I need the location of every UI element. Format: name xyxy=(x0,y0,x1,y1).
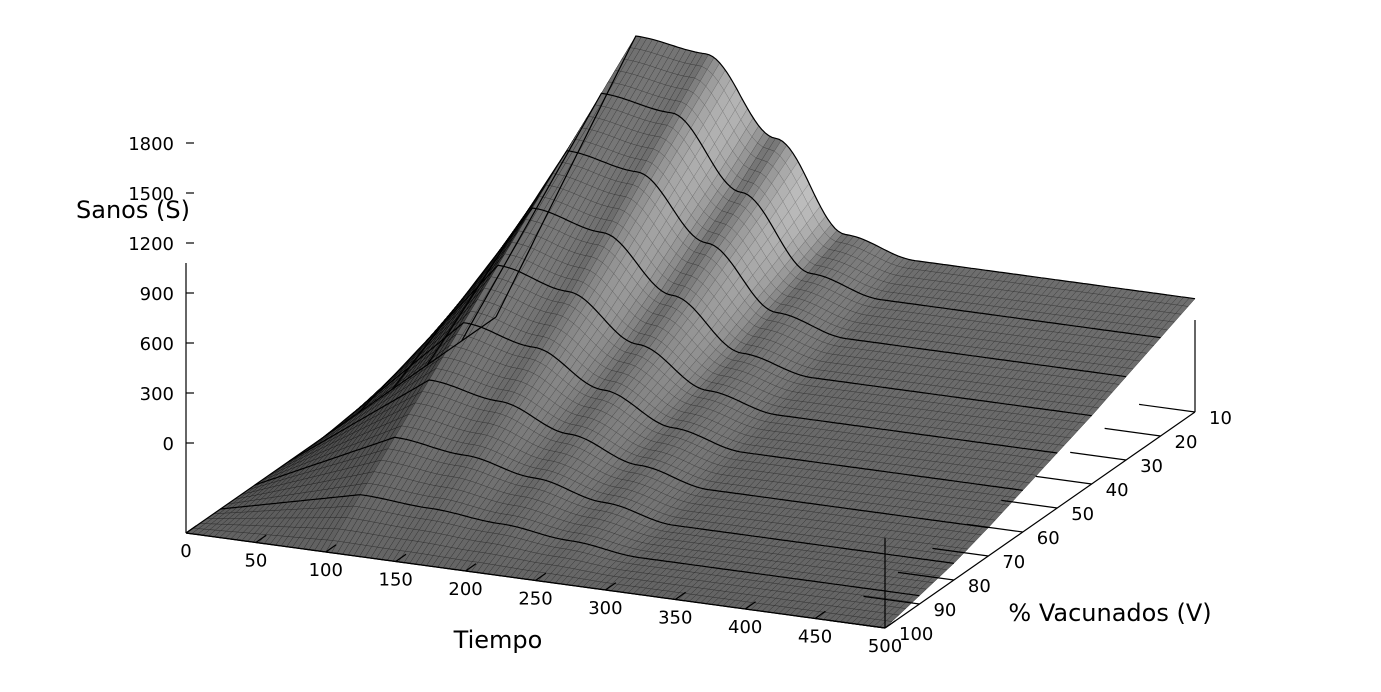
surface-layer xyxy=(185,35,1196,629)
